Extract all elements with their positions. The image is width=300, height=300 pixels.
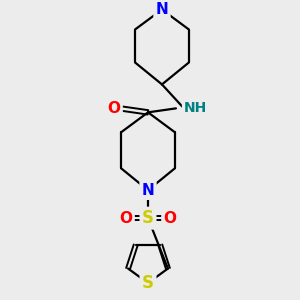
Text: O: O	[119, 211, 133, 226]
Text: N: N	[142, 183, 154, 198]
Text: O: O	[108, 101, 121, 116]
Text: N: N	[156, 2, 168, 17]
Text: S: S	[142, 209, 154, 227]
Text: NH: NH	[184, 101, 207, 116]
Text: S: S	[142, 274, 154, 292]
Text: O: O	[164, 211, 176, 226]
